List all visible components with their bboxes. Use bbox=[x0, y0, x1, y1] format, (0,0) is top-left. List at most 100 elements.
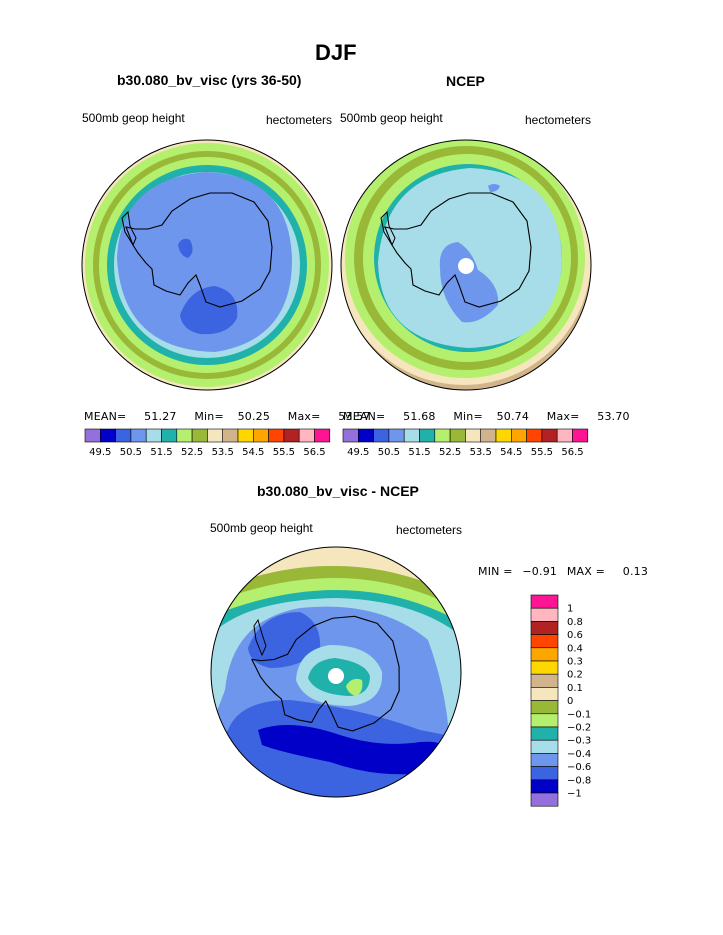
diff-colorbar-box-14 bbox=[530, 779, 559, 794]
diff-colorbar-box-11 bbox=[530, 739, 559, 754]
model-min-label: Min= bbox=[194, 410, 224, 423]
diff-colorbar: 1 0.8 0.6 0.4 0.3 0.2 0.1 0 −0.1 −0.2 −0.3 −0.4 −0.6… bbox=[530, 594, 591, 807]
obs-colorbar-box-9 bbox=[480, 428, 497, 443]
model-colorbar-box-6 bbox=[176, 428, 193, 443]
diff-colorbar-tick-9: −0.2 bbox=[567, 723, 591, 734]
obs-colorbar-tick-5: 54.5 bbox=[500, 447, 522, 458]
model-colorbar-box-10 bbox=[237, 428, 254, 443]
diff-colorbar-box-4 bbox=[530, 647, 559, 662]
diff-colorbar-box-15 bbox=[530, 792, 559, 807]
model-colorbar-box-4 bbox=[145, 428, 162, 443]
obs-mean-label: MEAN= bbox=[343, 410, 386, 423]
obs-colorbar-box-6 bbox=[434, 428, 451, 443]
diff-pole-marker bbox=[328, 668, 344, 684]
obs-colorbar-box-5 bbox=[419, 428, 436, 443]
diff-colorbar-tick-11: −0.4 bbox=[567, 749, 591, 760]
obs-colorbar-box-7 bbox=[449, 428, 466, 443]
diff-colorbar-tick-12: −0.6 bbox=[567, 762, 591, 773]
diff-colorbar-tick-14: −1 bbox=[567, 789, 582, 800]
obs-colorbar-tick-0: 49.5 bbox=[347, 447, 369, 458]
model-colorbar: 49.5 50.5 51.5 52.5 53.5 54.5 55.5 56.5 bbox=[84, 428, 331, 458]
diff-colorbar-box-13 bbox=[530, 766, 559, 781]
diff-colorbar-tick-7: 0 bbox=[567, 696, 573, 707]
obs-colorbar-box-15 bbox=[572, 428, 589, 443]
diff-stats: MIN = −0.91 MAX = 0.13 bbox=[478, 565, 648, 578]
obs-pole-marker bbox=[458, 258, 474, 274]
model-colorbar-box-3 bbox=[130, 428, 147, 443]
obs-colorbar-box-14 bbox=[556, 428, 573, 443]
model-colorbar-box-12 bbox=[268, 428, 285, 443]
model-colorbar-tick-7: 56.5 bbox=[303, 447, 325, 458]
model-colorbar-box-0 bbox=[84, 428, 101, 443]
model-colorbar-tick-2: 51.5 bbox=[150, 447, 172, 458]
obs-stats: MEAN= 51.68 Min= 50.74 Max= 53.70 bbox=[343, 410, 630, 423]
diff-colorbar-box-5 bbox=[530, 660, 559, 675]
diff-colorbar-tick-13: −0.8 bbox=[567, 775, 591, 786]
diff-band-pos-peak bbox=[346, 678, 363, 696]
diff-min-value: −0.91 bbox=[522, 565, 558, 578]
diff-variable-label: 500mb geop height bbox=[210, 521, 313, 535]
model-colorbar-box-7 bbox=[191, 428, 208, 443]
obs-colorbar-tick-2: 51.5 bbox=[408, 447, 430, 458]
diff-colorbar-tick-2: 0.6 bbox=[567, 630, 583, 641]
diff-colorbar-tick-8: −0.1 bbox=[567, 709, 591, 720]
obs-panel-title: NCEP bbox=[446, 73, 485, 89]
model-colorbar-tick-6: 55.5 bbox=[273, 447, 295, 458]
model-colorbar-tick-3: 52.5 bbox=[181, 447, 203, 458]
model-colorbar-box-11 bbox=[253, 428, 269, 443]
obs-colorbar-box-0 bbox=[342, 428, 359, 443]
model-peninsula-outline bbox=[121, 210, 137, 247]
diff-colorbar-tick-10: −0.3 bbox=[567, 736, 591, 747]
obs-colorbar-box-2 bbox=[373, 428, 390, 443]
model-colorbar-tick-4: 53.5 bbox=[212, 447, 234, 458]
diff-colorbar-box-7 bbox=[530, 687, 559, 701]
obs-colorbar-box-11 bbox=[510, 428, 527, 443]
diff-colorbar-tick-6: 0.1 bbox=[567, 683, 583, 694]
model-colorbar-box-1 bbox=[100, 428, 116, 443]
diff-peninsula-outline bbox=[253, 618, 267, 657]
model-units-label: hectometers bbox=[266, 113, 333, 127]
diff-colorbar-box-8 bbox=[530, 700, 559, 715]
obs-colorbar-box-13 bbox=[541, 428, 558, 443]
model-band-50-low bbox=[180, 286, 238, 335]
diff-min-label: MIN = bbox=[478, 565, 513, 578]
diff-colorbar-tick-0: 1 bbox=[567, 604, 573, 615]
obs-colorbar-box-12 bbox=[526, 428, 543, 443]
obs-max-value: 53.70 bbox=[597, 410, 630, 423]
model-max-value: 53.57 bbox=[338, 410, 371, 423]
diff-panel-title: b30.080_bv_visc - NCEP bbox=[257, 483, 419, 499]
diff-colorbar-tick-1: 0.8 bbox=[567, 617, 583, 628]
diff-colorbar-tick-4: 0.3 bbox=[567, 657, 583, 668]
model-colorbar-tick-0: 49.5 bbox=[89, 447, 111, 458]
obs-band-50-spot bbox=[488, 184, 500, 192]
model-map bbox=[82, 140, 332, 390]
diff-colorbar-box-3 bbox=[530, 634, 559, 649]
obs-band-50 bbox=[439, 242, 499, 323]
model-map-border bbox=[81, 139, 333, 391]
model-colorbar-box-2 bbox=[115, 428, 132, 443]
diff-colorbar-box-0 bbox=[530, 594, 559, 609]
figure-title: DJF bbox=[315, 40, 357, 65]
model-colorbar-box-15 bbox=[314, 428, 331, 443]
model-min-value: 50.25 bbox=[237, 410, 271, 423]
model-mean-value: 51.27 bbox=[144, 410, 177, 423]
obs-colorbar-tick-1: 50.5 bbox=[378, 447, 400, 458]
diff-colorbar-tick-5: 0.2 bbox=[567, 670, 583, 681]
obs-map-border bbox=[340, 139, 592, 391]
diff-max-value: 0.13 bbox=[622, 565, 649, 578]
obs-colorbar-box-10 bbox=[495, 428, 512, 443]
obs-units-label: hectometers bbox=[525, 113, 592, 127]
diff-units-label: hectometers bbox=[396, 523, 463, 537]
obs-colorbar-box-1 bbox=[357, 428, 374, 443]
model-colorbar-tick-5: 54.5 bbox=[242, 447, 264, 458]
obs-peninsula-outline bbox=[380, 210, 396, 247]
diff-colorbar-box-6 bbox=[530, 673, 559, 688]
model-colorbar-box-14 bbox=[298, 428, 315, 443]
obs-colorbar-box-3 bbox=[388, 428, 405, 443]
model-stats: MEAN= 51.27 Min= 50.25 Max= 53.57 bbox=[84, 410, 371, 423]
diff-band-neg06-west bbox=[248, 612, 321, 668]
model-colorbar-box-5 bbox=[161, 428, 178, 443]
obs-variable-label: 500mb geop height bbox=[340, 111, 443, 125]
obs-max-label: Max= bbox=[546, 410, 580, 423]
obs-colorbar: 49.5 50.5 51.5 52.5 53.5 54.5 55.5 56.5 bbox=[342, 428, 589, 458]
